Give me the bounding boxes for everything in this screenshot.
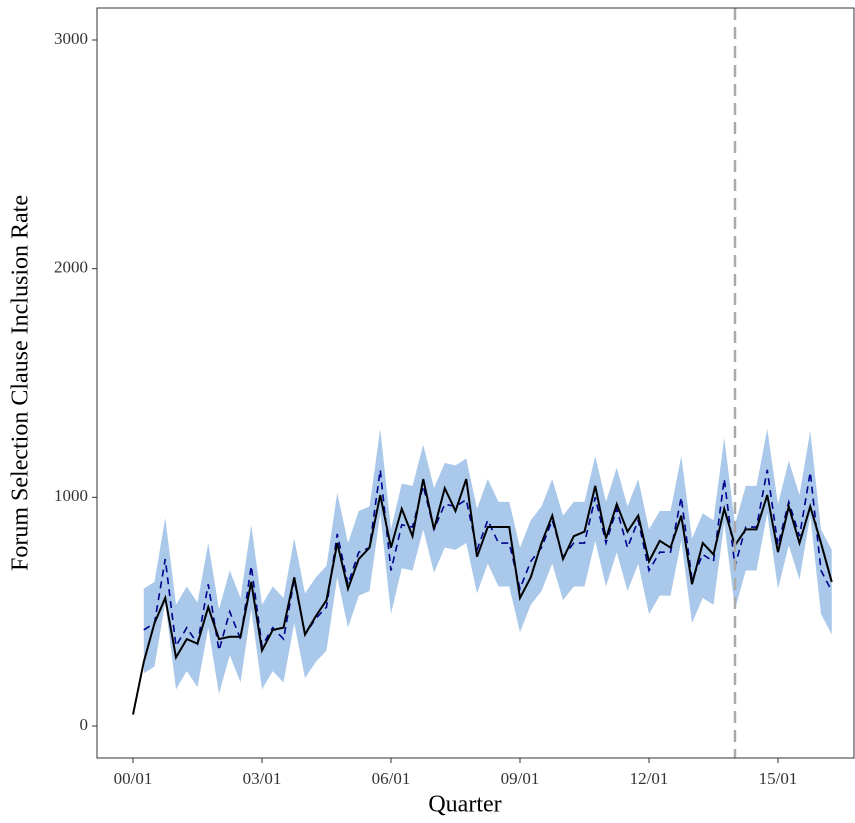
x-tick-label: 15/01 xyxy=(759,769,798,788)
x-tick-label: 00/01 xyxy=(114,769,153,788)
y-tick-label: 2000 xyxy=(54,258,88,277)
plot-border xyxy=(96,7,855,759)
y-tick-label: 3000 xyxy=(54,29,88,48)
y-tick-label: 1000 xyxy=(54,486,88,505)
y-tick-label: 0 xyxy=(80,715,89,734)
x-tick-label: 03/01 xyxy=(243,769,282,788)
x-axis-title: Quarter xyxy=(428,792,501,818)
x-tick-label: 09/01 xyxy=(501,769,540,788)
series-line xyxy=(143,469,833,651)
confidence-band xyxy=(143,428,832,694)
x-tick-label: 12/01 xyxy=(630,769,669,788)
y-axis-title: Forum Selection Clause Inclusion Rate xyxy=(8,195,34,571)
series-line xyxy=(132,478,833,715)
x-tick-label: 06/01 xyxy=(372,769,411,788)
